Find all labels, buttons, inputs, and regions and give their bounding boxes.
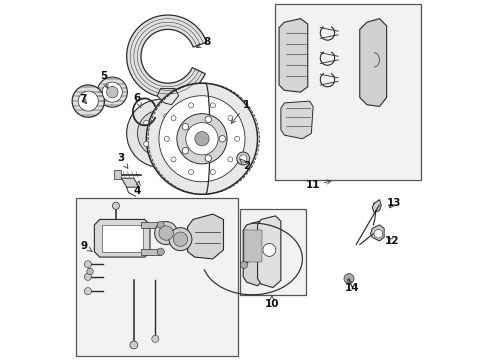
Circle shape: [152, 335, 159, 342]
Circle shape: [205, 116, 212, 122]
Circle shape: [97, 77, 127, 107]
Circle shape: [237, 152, 250, 165]
Circle shape: [235, 136, 240, 141]
Circle shape: [144, 141, 149, 147]
Circle shape: [155, 222, 177, 244]
Circle shape: [171, 116, 176, 121]
Bar: [240, 209, 306, 295]
Circle shape: [205, 155, 212, 161]
Circle shape: [157, 248, 164, 255]
Circle shape: [263, 243, 276, 256]
Text: 1: 1: [231, 100, 250, 123]
Circle shape: [78, 91, 98, 111]
Circle shape: [84, 261, 92, 268]
Circle shape: [102, 82, 122, 102]
Polygon shape: [281, 101, 313, 139]
Circle shape: [176, 131, 181, 136]
Bar: [141, 249, 161, 255]
Circle shape: [144, 120, 149, 125]
Polygon shape: [258, 216, 281, 288]
Circle shape: [182, 123, 189, 130]
Circle shape: [171, 157, 176, 162]
Polygon shape: [360, 19, 387, 107]
Polygon shape: [95, 220, 150, 257]
Circle shape: [112, 202, 120, 210]
Circle shape: [164, 114, 169, 119]
Polygon shape: [126, 15, 207, 98]
Text: 8: 8: [196, 37, 211, 48]
Text: 10: 10: [265, 296, 279, 309]
Circle shape: [344, 274, 354, 284]
Circle shape: [189, 170, 194, 175]
Circle shape: [195, 132, 209, 146]
Circle shape: [157, 221, 164, 228]
Text: 14: 14: [345, 279, 360, 293]
Polygon shape: [157, 89, 179, 105]
Circle shape: [182, 148, 189, 154]
Text: 7: 7: [79, 94, 87, 104]
Circle shape: [374, 229, 383, 238]
Circle shape: [240, 261, 247, 269]
Text: 2: 2: [240, 159, 250, 171]
Circle shape: [72, 85, 104, 117]
Bar: [101, 225, 143, 252]
Circle shape: [189, 103, 194, 108]
Circle shape: [177, 114, 227, 164]
Circle shape: [219, 135, 225, 142]
Text: 3: 3: [118, 153, 128, 168]
Circle shape: [84, 288, 92, 295]
Circle shape: [164, 136, 170, 141]
Circle shape: [169, 228, 192, 251]
Polygon shape: [279, 19, 308, 92]
Circle shape: [159, 226, 173, 240]
Circle shape: [210, 103, 215, 108]
Circle shape: [126, 99, 195, 167]
Bar: [245, 230, 262, 262]
Circle shape: [154, 127, 167, 140]
Circle shape: [159, 96, 245, 182]
Text: 12: 12: [385, 236, 399, 246]
Circle shape: [228, 116, 233, 121]
Polygon shape: [372, 200, 381, 212]
Text: 13: 13: [387, 198, 401, 208]
Circle shape: [107, 86, 118, 98]
Polygon shape: [122, 178, 139, 187]
Circle shape: [147, 120, 174, 147]
Text: 4: 4: [134, 181, 141, 196]
Polygon shape: [370, 225, 384, 241]
Circle shape: [87, 268, 93, 275]
Polygon shape: [243, 221, 265, 286]
Circle shape: [137, 110, 184, 157]
Text: 11: 11: [306, 180, 331, 190]
Circle shape: [228, 157, 233, 162]
Bar: [141, 222, 161, 228]
Circle shape: [173, 232, 188, 246]
Circle shape: [240, 155, 247, 162]
Bar: [275, 4, 421, 180]
Circle shape: [84, 273, 92, 280]
Circle shape: [210, 170, 215, 175]
Text: 5: 5: [100, 71, 108, 89]
Circle shape: [130, 341, 138, 349]
Circle shape: [147, 83, 258, 194]
Polygon shape: [188, 214, 223, 259]
Bar: [76, 198, 238, 356]
Circle shape: [164, 148, 169, 153]
Text: 9: 9: [81, 241, 92, 251]
Bar: [114, 170, 121, 179]
Text: 6: 6: [134, 93, 141, 107]
Circle shape: [186, 123, 218, 155]
